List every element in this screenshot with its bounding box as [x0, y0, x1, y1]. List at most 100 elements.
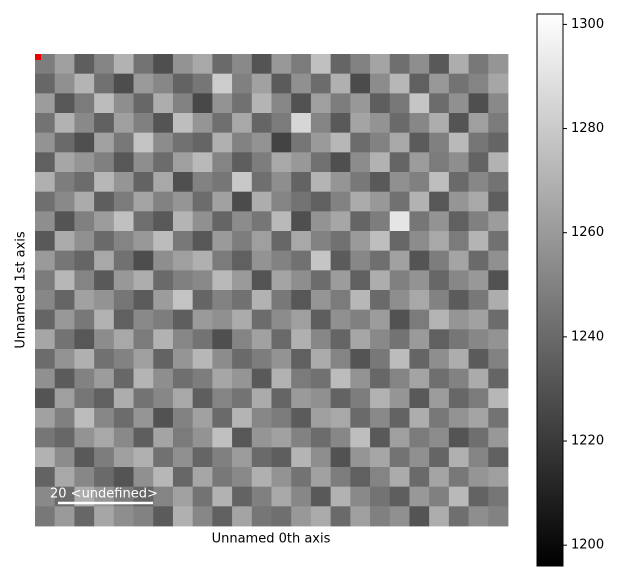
cell [330, 211, 351, 232]
cell [192, 309, 213, 330]
cell [133, 329, 154, 350]
cell [330, 113, 351, 134]
cell [74, 368, 95, 389]
cell [468, 250, 489, 271]
cell [54, 290, 75, 311]
cell [35, 408, 56, 429]
cell [172, 113, 194, 134]
cell [212, 388, 233, 409]
cell [350, 113, 371, 134]
cell [271, 93, 292, 114]
scalebar-label: 20 <undefined> [50, 487, 158, 502]
cell [310, 93, 332, 114]
cell [389, 368, 410, 389]
cell [468, 309, 489, 330]
cell [468, 349, 489, 370]
cell [94, 388, 115, 409]
cell [153, 309, 174, 330]
cell [409, 349, 430, 370]
cell [350, 191, 371, 212]
cell [251, 506, 272, 527]
cell [370, 54, 391, 75]
cell [133, 309, 154, 330]
cell [54, 250, 75, 271]
cell [113, 152, 134, 173]
cell [448, 388, 469, 409]
cell [113, 54, 134, 75]
cell [488, 427, 509, 448]
cell [113, 368, 134, 389]
cell [74, 408, 95, 429]
cell [330, 54, 351, 75]
cell [448, 486, 469, 507]
cell [291, 93, 312, 114]
cell [271, 290, 292, 311]
cell [488, 349, 509, 370]
cell [330, 231, 351, 252]
colorbar-tick-label: 1240 [571, 329, 604, 344]
cell [153, 486, 174, 507]
cell [54, 270, 75, 291]
cell [251, 309, 272, 330]
cell [271, 231, 292, 252]
cell [54, 329, 75, 350]
cell [370, 113, 391, 134]
cell [330, 93, 351, 114]
cell [113, 172, 134, 193]
cell [113, 290, 134, 311]
cell [133, 349, 154, 370]
cell [94, 270, 115, 291]
cell [488, 368, 509, 389]
cell [172, 368, 194, 389]
cell [330, 172, 351, 193]
cell [448, 408, 469, 429]
cell [310, 309, 332, 330]
cell [429, 132, 450, 153]
cell [192, 132, 213, 153]
cell [330, 388, 351, 409]
cell [172, 329, 194, 350]
cell [94, 231, 115, 252]
cell [271, 191, 292, 212]
cell [232, 93, 253, 114]
cell [330, 309, 351, 330]
cell [133, 467, 154, 488]
colorbar-tick-label: 1200 [571, 538, 604, 553]
cell [212, 191, 233, 212]
cell [291, 290, 312, 311]
cell [389, 270, 410, 291]
cell [468, 54, 489, 75]
cell [389, 349, 410, 370]
cell [54, 467, 75, 488]
cell [54, 211, 75, 232]
cell [291, 408, 312, 429]
cell [310, 172, 332, 193]
cell [271, 447, 292, 468]
cell [153, 132, 174, 153]
cell [488, 270, 509, 291]
cell [448, 290, 469, 311]
cell [291, 270, 312, 291]
cell [370, 172, 391, 193]
cell [291, 467, 312, 488]
cell [310, 447, 332, 468]
cell [271, 349, 292, 370]
cell [74, 290, 95, 311]
cell [94, 290, 115, 311]
cell [389, 191, 410, 212]
cell [389, 486, 410, 507]
cell [488, 486, 509, 507]
cell [409, 152, 430, 173]
cell [212, 486, 233, 507]
cell [133, 211, 154, 232]
cell [350, 486, 371, 507]
cell [350, 290, 371, 311]
cell [271, 329, 292, 350]
cell [468, 270, 489, 291]
cell [291, 191, 312, 212]
cell [488, 250, 509, 271]
cell [310, 467, 332, 488]
cell [271, 309, 292, 330]
cell [74, 191, 95, 212]
cell [488, 309, 509, 330]
